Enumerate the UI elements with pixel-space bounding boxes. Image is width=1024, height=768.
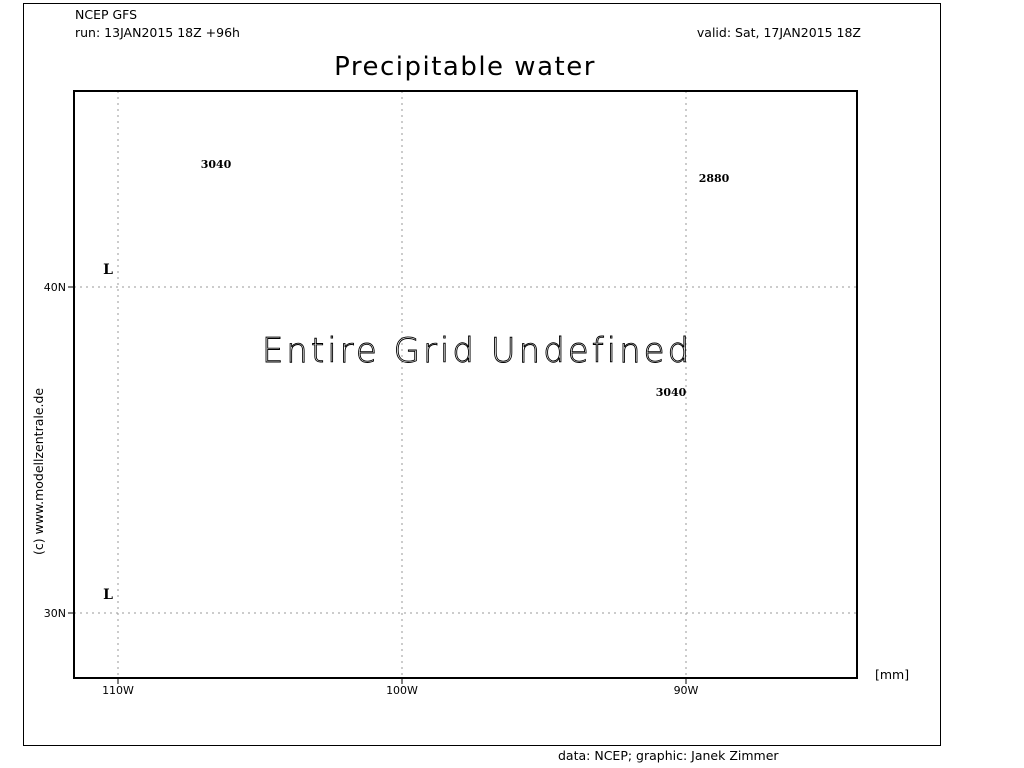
- lat-tick-label: 30N: [44, 607, 66, 620]
- footer-credit: data: NCEP; graphic: Janek Zimmer: [558, 748, 779, 763]
- outer-border: [23, 3, 941, 746]
- tick-marks: [68, 286, 687, 684]
- contour-label: 3040: [656, 386, 687, 399]
- undefined-grid-message: Entire Grid Undefined: [262, 331, 692, 371]
- low-pressure-marker: L: [103, 262, 113, 278]
- map-title: Precipitable water: [334, 52, 596, 82]
- lat-tick-label: 40N: [44, 281, 66, 294]
- run-info: run: 13JAN2015 18Z +96h: [75, 25, 240, 40]
- map-gridlines: [74, 91, 857, 678]
- model-name: NCEP GFS: [75, 7, 137, 22]
- lon-tick-label: 110W: [102, 684, 134, 697]
- units-label: [mm]: [875, 667, 909, 682]
- lon-tick-label: 100W: [386, 684, 418, 697]
- plot-frame: [73, 90, 858, 679]
- lon-tick-label: 90W: [674, 684, 699, 697]
- contour-label: 3040: [201, 158, 232, 171]
- side-credit: (c) www.modellzentrale.de: [31, 388, 46, 555]
- valid-time: valid: Sat, 17JAN2015 18Z: [697, 25, 861, 40]
- contour-label: 2880: [699, 172, 730, 185]
- low-pressure-marker: L: [103, 587, 113, 603]
